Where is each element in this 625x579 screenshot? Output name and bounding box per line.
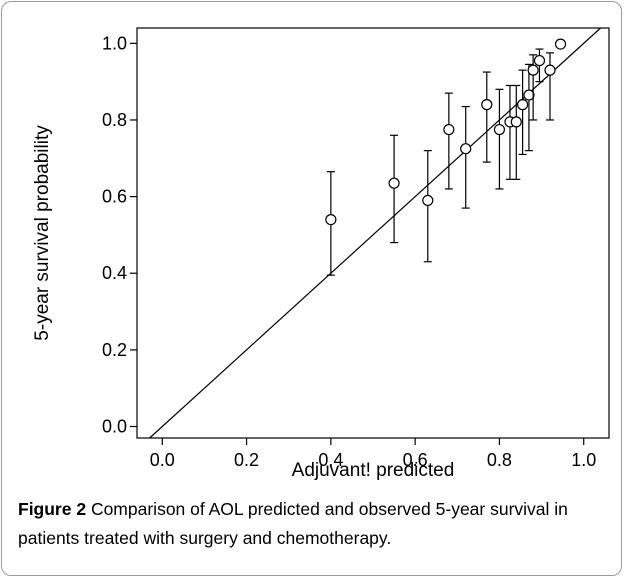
- figure-caption: Figure 2 Comparison of AOL predicted and…: [18, 495, 608, 553]
- data-point: [389, 178, 399, 188]
- y-axis-title: 5-year survival probability: [32, 125, 53, 341]
- data-point: [524, 90, 534, 100]
- data-point: [444, 125, 454, 135]
- y-tick-label: 1.0: [102, 33, 127, 53]
- x-axis-title: Adjuvant! predicted: [292, 460, 455, 481]
- y-tick-label: 0.2: [102, 340, 127, 360]
- y-tick-label: 0.8: [102, 110, 127, 130]
- calibration-chart: 0.0 0.2 0.4 0.6 0.8 1.00.00.20.40.60.81.0Adju…: [0, 0, 625, 495]
- data-point: [518, 100, 528, 110]
- x-tick-label: 0.2: [234, 450, 259, 470]
- data-point: [326, 215, 336, 225]
- data-point: [423, 195, 433, 205]
- data-point: [482, 100, 492, 110]
- data-point: [534, 56, 544, 66]
- x-tick-label: 0.0: [150, 450, 175, 470]
- plot-area-border: [137, 28, 609, 438]
- data-point: [528, 65, 538, 75]
- data-point: [461, 144, 471, 154]
- y-tick-label: 0.6: [102, 187, 127, 207]
- y-tick-label: 0.4: [102, 263, 127, 283]
- data-point: [545, 65, 555, 75]
- figure-label: Figure 2: [18, 499, 86, 519]
- data-point: [511, 117, 521, 127]
- x-tick-label: 0.8: [487, 450, 512, 470]
- y-tick-label: 0.0: [102, 417, 127, 437]
- data-point: [494, 125, 504, 135]
- caption-text: Comparison of AOL predicted and observed…: [18, 499, 568, 548]
- data-point: [556, 39, 566, 49]
- x-tick-label: 1.0: [571, 450, 596, 470]
